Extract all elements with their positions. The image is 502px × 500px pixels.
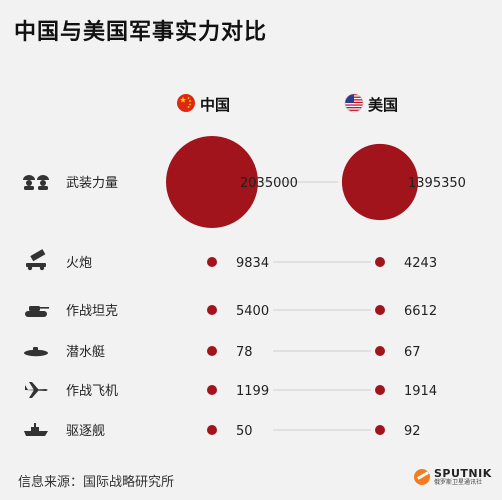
bubble-usa bbox=[375, 346, 385, 356]
value-label: 9834 bbox=[236, 256, 269, 271]
barrel bbox=[39, 307, 49, 309]
bubble-china bbox=[207, 257, 217, 267]
soldiers-icon bbox=[23, 175, 49, 190]
bubble-usa bbox=[341, 143, 419, 221]
source-note: 信息来源：国际战略研究所 bbox=[18, 475, 175, 490]
flag-star bbox=[179, 96, 187, 103]
sputnik-logo-icon bbox=[414, 469, 430, 485]
bubble-usa bbox=[375, 257, 385, 267]
superstructure bbox=[31, 427, 39, 431]
series-label: 美国 bbox=[368, 96, 398, 114]
chart-row: 火炮 9834 4243 bbox=[26, 249, 437, 271]
submarine-icon bbox=[24, 347, 48, 357]
chart-row: 武装力量 2035000 1395350 bbox=[23, 136, 466, 228]
flag-stripe bbox=[345, 104, 363, 106]
artillery-icon bbox=[26, 249, 46, 271]
hull bbox=[24, 349, 48, 357]
category-label: 潜水艇 bbox=[66, 345, 105, 360]
head bbox=[40, 180, 46, 186]
wing bbox=[29, 382, 39, 390]
helmet bbox=[23, 175, 35, 180]
destroyer-icon bbox=[24, 423, 48, 436]
flag-body bbox=[345, 94, 363, 112]
flag-border bbox=[344, 93, 364, 113]
chart-title: 中国与美国军事实力对比 bbox=[14, 20, 268, 45]
value-label: 5400 bbox=[236, 304, 269, 319]
bubble-china bbox=[207, 305, 217, 315]
flag-star bbox=[189, 100, 191, 102]
tracks bbox=[25, 311, 47, 317]
head bbox=[26, 180, 32, 186]
category-label: 驱逐舰 bbox=[66, 424, 105, 439]
flag-stripe bbox=[345, 109, 363, 111]
china-flag-icon bbox=[177, 94, 195, 112]
flag-stripe bbox=[345, 107, 363, 109]
flag-canton bbox=[345, 94, 354, 103]
value-label: 92 bbox=[404, 424, 421, 439]
launcher bbox=[30, 249, 46, 262]
chart-row: 驱逐舰 50 92 bbox=[24, 423, 421, 439]
chart-row: 作战坦克 5400 6612 bbox=[25, 304, 437, 319]
series-header-0: 中国 bbox=[177, 94, 230, 114]
value-label: 1199 bbox=[236, 384, 269, 399]
flag-circle bbox=[177, 94, 195, 112]
usa-flag-icon bbox=[344, 93, 364, 113]
flag-star bbox=[187, 97, 190, 99]
bubble-china bbox=[207, 346, 217, 356]
category-label: 作战坦克 bbox=[66, 304, 118, 319]
value-label: 1914 bbox=[404, 384, 437, 399]
chart-row: 作战飞机 1199 1914 bbox=[25, 382, 437, 399]
logo-subtitle: 俄罗斯卫星通讯社 bbox=[434, 479, 483, 486]
sputnik-logo: SPUTNIK 俄罗斯卫星通讯社 bbox=[414, 468, 492, 486]
value-label: 1395350 bbox=[408, 176, 466, 191]
bubble-usa bbox=[375, 425, 385, 435]
bubble-china bbox=[166, 136, 258, 228]
category-label: 武装力量 bbox=[66, 176, 118, 191]
fighter-jet-icon bbox=[25, 382, 48, 398]
shoulders bbox=[38, 186, 48, 190]
wheel bbox=[39, 265, 45, 271]
value-label: 6612 bbox=[404, 304, 437, 319]
category-label: 作战飞机 bbox=[66, 384, 118, 399]
helmet bbox=[37, 175, 49, 180]
flag-star bbox=[189, 103, 191, 106]
value-label: 78 bbox=[236, 345, 253, 360]
base bbox=[26, 263, 46, 267]
value-label: 4243 bbox=[404, 256, 437, 271]
bubble-china bbox=[207, 425, 217, 435]
series-label: 中国 bbox=[200, 96, 230, 114]
series-header-1: 美国 bbox=[344, 93, 398, 114]
turret bbox=[29, 306, 40, 311]
hull bbox=[24, 431, 48, 436]
tank-icon bbox=[25, 306, 49, 317]
mast bbox=[34, 423, 36, 427]
logo-brand: SPUTNIK bbox=[434, 467, 492, 480]
bubble-china bbox=[207, 385, 217, 395]
tail bbox=[25, 385, 28, 390]
chart-row: 潜水艇 78 67 bbox=[24, 345, 421, 360]
bubble-usa bbox=[375, 305, 385, 315]
bubble-usa bbox=[375, 385, 385, 395]
value-label: 2035000 bbox=[240, 176, 298, 191]
wing bbox=[29, 390, 39, 398]
shoulders bbox=[24, 186, 34, 190]
value-label: 67 bbox=[404, 345, 421, 360]
flag-star bbox=[187, 106, 190, 108]
tower bbox=[33, 347, 38, 351]
value-label: 50 bbox=[236, 424, 253, 439]
wheel bbox=[27, 265, 33, 271]
category-label: 火炮 bbox=[66, 256, 92, 271]
